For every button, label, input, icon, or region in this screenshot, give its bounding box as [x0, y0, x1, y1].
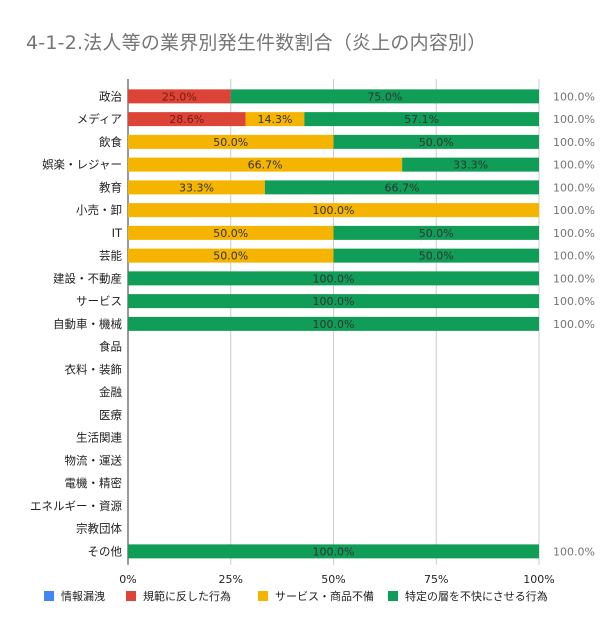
category-label: 政治 [99, 89, 122, 103]
total-label: 100.0% [553, 90, 595, 103]
total-label: 100.0% [553, 272, 595, 285]
category-label: 教育 [99, 180, 122, 194]
bar-segment [128, 157, 403, 172]
data-label: 100.0% [313, 295, 355, 308]
category-label: その他 [88, 544, 123, 558]
bar-segment [128, 316, 539, 331]
category-label: 金融 [99, 385, 122, 399]
bar-segment [128, 225, 334, 240]
total-label: 100.0% [553, 250, 595, 263]
total-label: 100.0% [553, 136, 595, 149]
category-label: エネルギー・資源 [30, 499, 122, 513]
category-label: 娯楽・レジャー [42, 158, 122, 172]
category-label: 電機・精密 [65, 476, 123, 490]
category-label: 飲食 [99, 135, 122, 149]
legend-label: 特定の層を不快にさせる行為 [405, 589, 548, 603]
bar-segment [128, 203, 539, 218]
total-label: 100.0% [553, 181, 595, 194]
bar-segment [333, 134, 539, 149]
category-label: 物流・運送 [65, 453, 123, 467]
category-label: 衣料・装飾 [65, 362, 123, 376]
chart-title: 4-1-2.法人等の業界別発生件数割合（炎上の内容別） [26, 32, 487, 54]
total-label: 100.0% [553, 204, 595, 217]
category-label: 宗教団体 [76, 522, 122, 536]
data-label: 50.0% [419, 250, 454, 263]
total-label: 100.0% [553, 227, 595, 240]
legend-swatch [126, 591, 136, 601]
bar-segment [128, 112, 246, 127]
data-label: 100.0% [313, 272, 355, 285]
data-label: 100.0% [313, 204, 355, 217]
total-label: 100.0% [553, 159, 595, 172]
data-label: 25.0% [162, 90, 197, 103]
bar-segment [264, 180, 539, 195]
x-tick-label: 50% [321, 573, 345, 586]
category-label: 小売・卸 [76, 203, 122, 217]
data-label: 14.3% [257, 113, 292, 126]
data-label: 33.3% [453, 159, 488, 172]
data-label: 50.0% [213, 136, 248, 149]
data-label: 57.1% [404, 113, 439, 126]
bar-segment [128, 89, 231, 104]
legend-label: 情報漏洩 [61, 589, 105, 603]
legend-swatch [44, 591, 54, 601]
x-tick-label: 0% [119, 573, 136, 586]
bar-segment [128, 294, 539, 309]
category-label: 建設・不動産 [53, 271, 122, 285]
data-label: 75.0% [367, 90, 402, 103]
legend-label: サービス・商品不備 [275, 589, 374, 603]
category-label: 医療 [99, 408, 122, 422]
bar-segment [128, 180, 265, 195]
bar-segment [333, 248, 539, 263]
legend-label: 規範に反した行為 [143, 589, 231, 603]
data-label: 50.0% [419, 227, 454, 240]
x-tick-label: 25% [219, 573, 243, 586]
category-label: IT [112, 226, 123, 240]
data-label: 33.3% [179, 181, 214, 194]
data-label: 66.7% [248, 159, 283, 172]
bar-segment [128, 248, 334, 263]
category-label: 自動車・機械 [53, 317, 122, 331]
category-label: サービス [76, 294, 122, 308]
data-label: 50.0% [419, 136, 454, 149]
bar-segment [304, 112, 539, 127]
category-label: メディア [77, 112, 122, 126]
category-label: 食品 [99, 340, 122, 354]
total-label: 100.0% [553, 113, 595, 126]
total-label: 100.0% [553, 545, 595, 558]
legend-swatch [258, 591, 268, 601]
bar-segment [245, 112, 305, 127]
bar-segment [128, 544, 539, 559]
bar-segment [128, 271, 539, 286]
x-tick-label: 100% [523, 573, 554, 586]
bar-segment [333, 225, 539, 240]
x-tick-label: 75% [424, 573, 448, 586]
bar-segment [230, 89, 539, 104]
legend-swatch [388, 591, 398, 601]
data-label: 28.6% [169, 113, 204, 126]
data-label: 100.0% [313, 318, 355, 331]
bar-segment [402, 157, 539, 172]
category-label: 生活関連 [76, 431, 122, 445]
data-label: 50.0% [213, 227, 248, 240]
data-label: 100.0% [313, 545, 355, 558]
data-label: 50.0% [213, 250, 248, 263]
category-label: 芸能 [99, 249, 122, 263]
total-label: 100.0% [553, 295, 595, 308]
bar-segment [128, 134, 334, 149]
total-label: 100.0% [553, 318, 595, 331]
data-label: 66.7% [384, 181, 419, 194]
